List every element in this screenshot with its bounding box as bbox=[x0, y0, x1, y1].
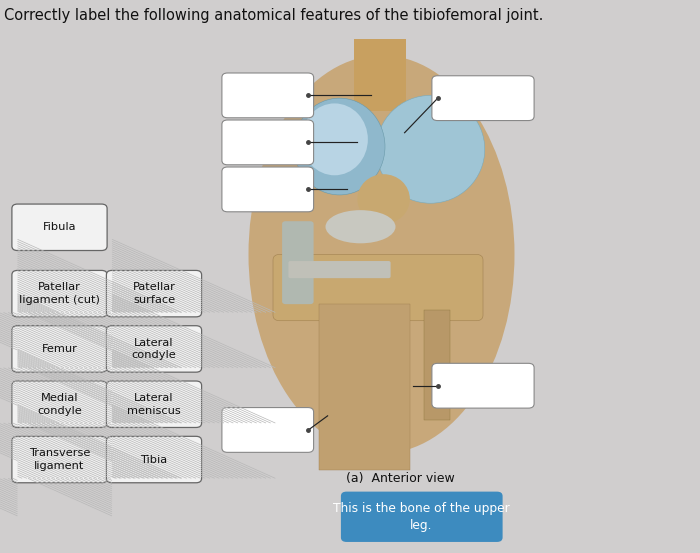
Text: This is the bone of the upper
leg.: This is the bone of the upper leg. bbox=[333, 502, 510, 531]
Text: Femur: Femur bbox=[41, 344, 78, 354]
Text: Transverse
ligament: Transverse ligament bbox=[29, 448, 90, 471]
Text: Medial
condyle: Medial condyle bbox=[37, 393, 82, 416]
FancyBboxPatch shape bbox=[273, 254, 483, 321]
FancyBboxPatch shape bbox=[12, 270, 107, 317]
FancyBboxPatch shape bbox=[12, 326, 107, 372]
Text: Patellar
ligament (cut): Patellar ligament (cut) bbox=[19, 282, 100, 305]
FancyBboxPatch shape bbox=[432, 363, 534, 408]
FancyBboxPatch shape bbox=[354, 39, 406, 111]
Ellipse shape bbox=[248, 55, 514, 453]
Text: Fibula: Fibula bbox=[43, 222, 76, 232]
FancyBboxPatch shape bbox=[288, 261, 391, 278]
FancyBboxPatch shape bbox=[318, 304, 409, 470]
Ellipse shape bbox=[377, 95, 484, 204]
FancyBboxPatch shape bbox=[106, 381, 202, 427]
FancyBboxPatch shape bbox=[432, 76, 534, 121]
Text: (a)  Anterior view: (a) Anterior view bbox=[346, 472, 455, 485]
FancyBboxPatch shape bbox=[106, 326, 202, 372]
FancyBboxPatch shape bbox=[282, 221, 314, 304]
FancyBboxPatch shape bbox=[222, 73, 314, 118]
Text: Correctly label the following anatomical features of the tibiofemoral joint.: Correctly label the following anatomical… bbox=[4, 8, 543, 23]
FancyBboxPatch shape bbox=[12, 204, 107, 251]
FancyBboxPatch shape bbox=[12, 381, 107, 427]
Text: Patellar
surface: Patellar surface bbox=[132, 282, 176, 305]
FancyBboxPatch shape bbox=[341, 492, 503, 542]
FancyBboxPatch shape bbox=[424, 310, 450, 420]
Ellipse shape bbox=[357, 174, 410, 224]
Ellipse shape bbox=[326, 210, 395, 243]
FancyBboxPatch shape bbox=[106, 436, 202, 483]
Text: Tibia: Tibia bbox=[141, 455, 167, 465]
FancyBboxPatch shape bbox=[106, 270, 202, 317]
Text: Lateral
condyle: Lateral condyle bbox=[132, 337, 176, 361]
Text: Lateral
meniscus: Lateral meniscus bbox=[127, 393, 181, 416]
Ellipse shape bbox=[294, 98, 385, 195]
FancyBboxPatch shape bbox=[12, 436, 107, 483]
FancyBboxPatch shape bbox=[222, 120, 314, 165]
FancyBboxPatch shape bbox=[222, 408, 314, 452]
FancyBboxPatch shape bbox=[222, 167, 314, 212]
Ellipse shape bbox=[301, 103, 368, 175]
